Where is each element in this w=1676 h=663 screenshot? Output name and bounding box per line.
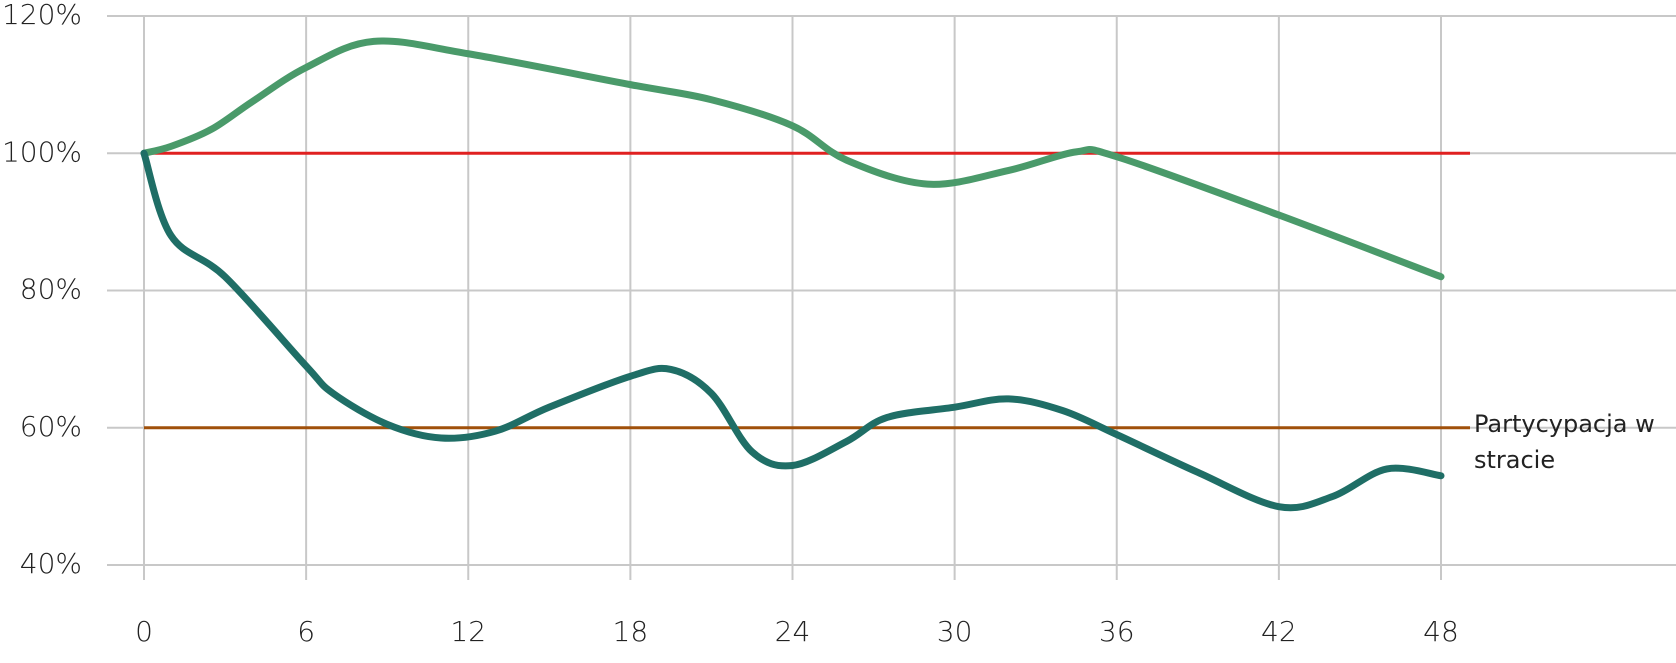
reference-label: Partycypacja w stracie xyxy=(1474,409,1655,474)
x-tick-label: 36 xyxy=(1099,615,1135,648)
x-tick-label: 30 xyxy=(937,615,973,648)
line-series xyxy=(140,149,1445,512)
y-tick-label: 80% xyxy=(20,273,82,306)
x-tick-label: 48 xyxy=(1423,615,1459,648)
line-series xyxy=(140,37,1445,281)
x-tick-label: 6 xyxy=(297,615,315,648)
x-tick-label: 24 xyxy=(775,615,811,648)
x-tick-label: 0 xyxy=(135,615,153,648)
x-tick-label: 12 xyxy=(450,615,486,648)
x-tick-label: 18 xyxy=(613,615,649,648)
x-tick-label: 42 xyxy=(1261,615,1297,648)
y-tick-label: 120% xyxy=(2,0,82,31)
y-tick-label: 60% xyxy=(20,410,82,443)
y-tick-label: 100% xyxy=(2,135,82,168)
y-tick-label: 40% xyxy=(20,547,82,580)
